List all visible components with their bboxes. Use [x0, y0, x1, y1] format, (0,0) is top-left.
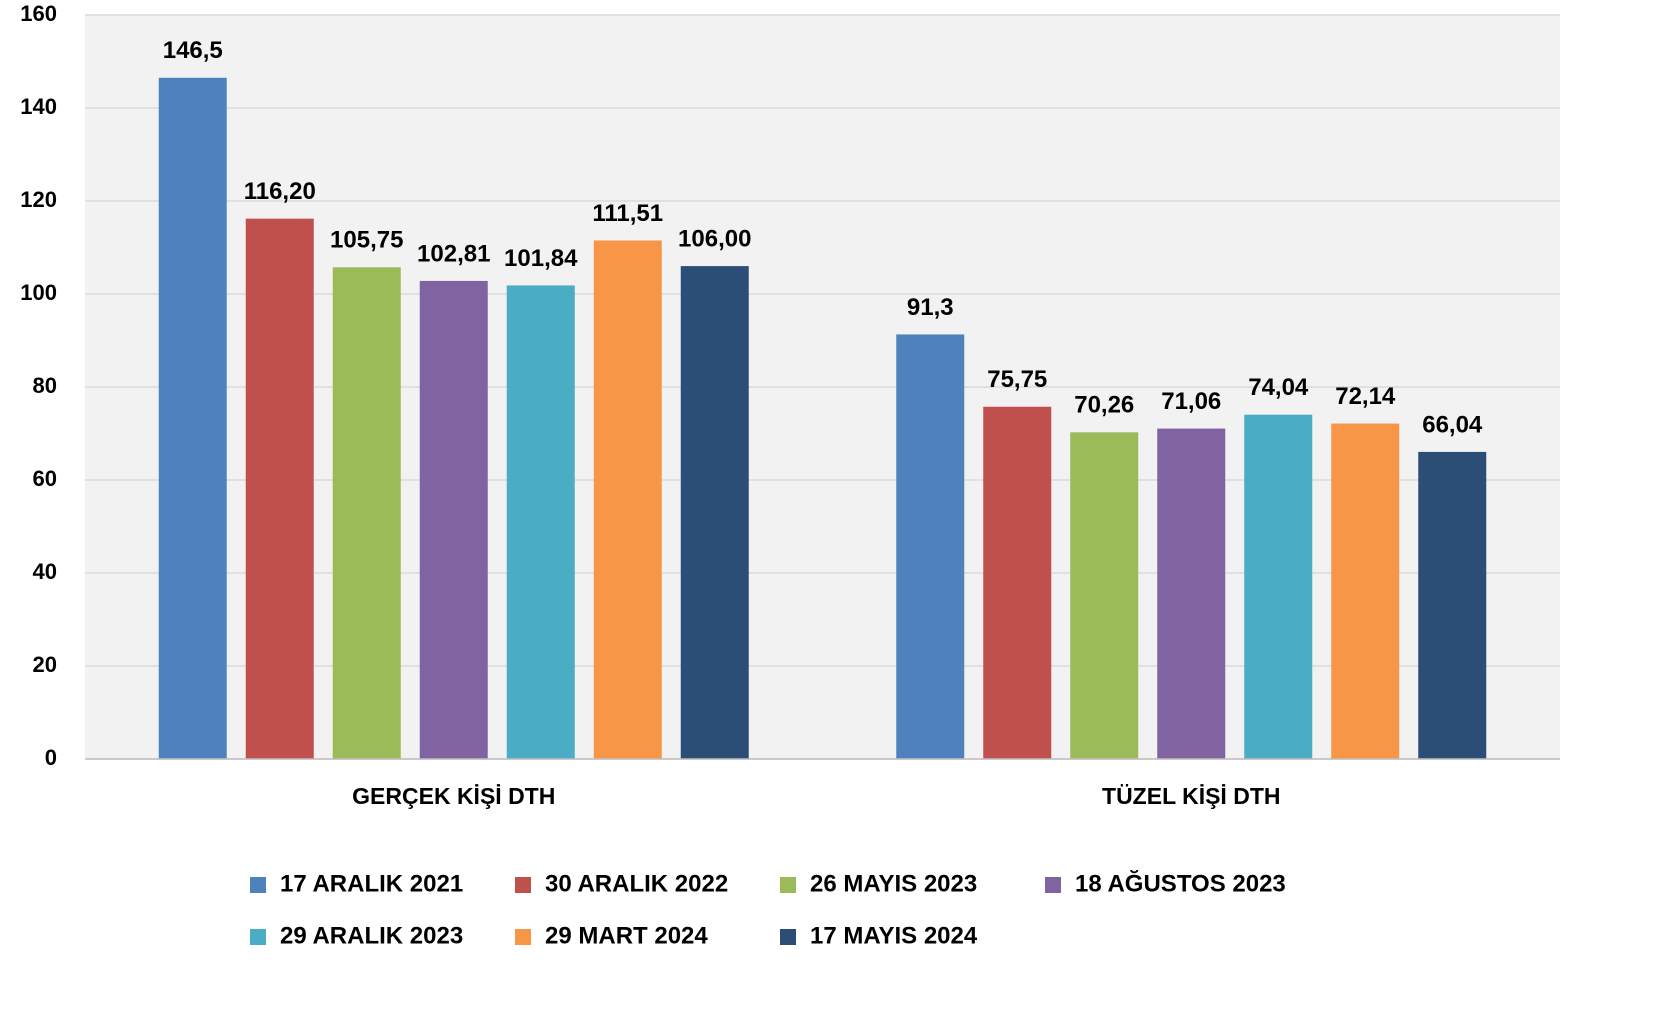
y-tick-label: 60: [33, 466, 57, 491]
legend-swatch: [780, 877, 796, 893]
data-label: 70,26: [1074, 392, 1134, 419]
data-label: 74,04: [1248, 374, 1309, 401]
bar: [1418, 451, 1487, 759]
y-tick-label: 40: [33, 559, 57, 584]
bar: [506, 285, 575, 759]
legend-swatch: [250, 877, 266, 893]
legend-swatch: [515, 877, 531, 893]
data-label: 75,75: [987, 366, 1047, 393]
bar: [1244, 414, 1313, 759]
bar: [1331, 423, 1400, 759]
y-tick-label: 20: [33, 652, 57, 677]
data-label: 71,06: [1161, 388, 1221, 415]
x-tick-label: GERÇEK KİŞİ DTH: [352, 783, 555, 809]
y-tick-label: 0: [45, 745, 57, 770]
data-label: 66,04: [1422, 411, 1483, 438]
data-label: 106,00: [678, 225, 751, 252]
legend-swatch: [1045, 877, 1061, 893]
legend-label: 26 MAYIS 2023: [810, 870, 977, 897]
bar: [1157, 428, 1226, 759]
data-label: 72,14: [1335, 383, 1396, 410]
legend-label: 30 ARALIK 2022: [545, 870, 728, 897]
x-tick-label: TÜZEL KİŞİ DTH: [1102, 783, 1280, 809]
bar: [419, 280, 488, 759]
bar: [896, 334, 965, 759]
data-label: 146,5: [163, 37, 223, 64]
legend-label: 29 MART 2024: [545, 922, 708, 949]
bar: [983, 406, 1052, 759]
bar: [1070, 432, 1139, 759]
data-label: 116,20: [244, 178, 316, 205]
legend-label: 17 ARALIK 2021: [280, 870, 463, 897]
legend-swatch: [780, 929, 796, 945]
legend-swatch: [250, 929, 266, 945]
legend-swatch: [515, 929, 531, 945]
bar: [593, 240, 662, 759]
y-tick-label: 140: [20, 94, 57, 119]
data-label: 111,51: [592, 200, 663, 227]
bar: [680, 266, 749, 759]
y-tick-label: 160: [20, 1, 57, 26]
data-label: 91,3: [907, 294, 954, 321]
y-tick-label: 120: [20, 187, 57, 212]
data-label: 101,84: [504, 245, 578, 272]
legend-label: 18 AĞUSTOS 2023: [1075, 869, 1286, 897]
y-tick-label: 100: [20, 280, 57, 305]
y-tick-label: 80: [33, 373, 57, 398]
legend-label: 29 ARALIK 2023: [280, 922, 463, 949]
legend-label: 17 MAYIS 2024: [810, 922, 978, 949]
bar: [158, 77, 227, 759]
bar: [245, 218, 314, 760]
bar: [332, 267, 401, 759]
data-label: 102,81: [417, 240, 490, 267]
data-label: 105,75: [330, 227, 403, 254]
